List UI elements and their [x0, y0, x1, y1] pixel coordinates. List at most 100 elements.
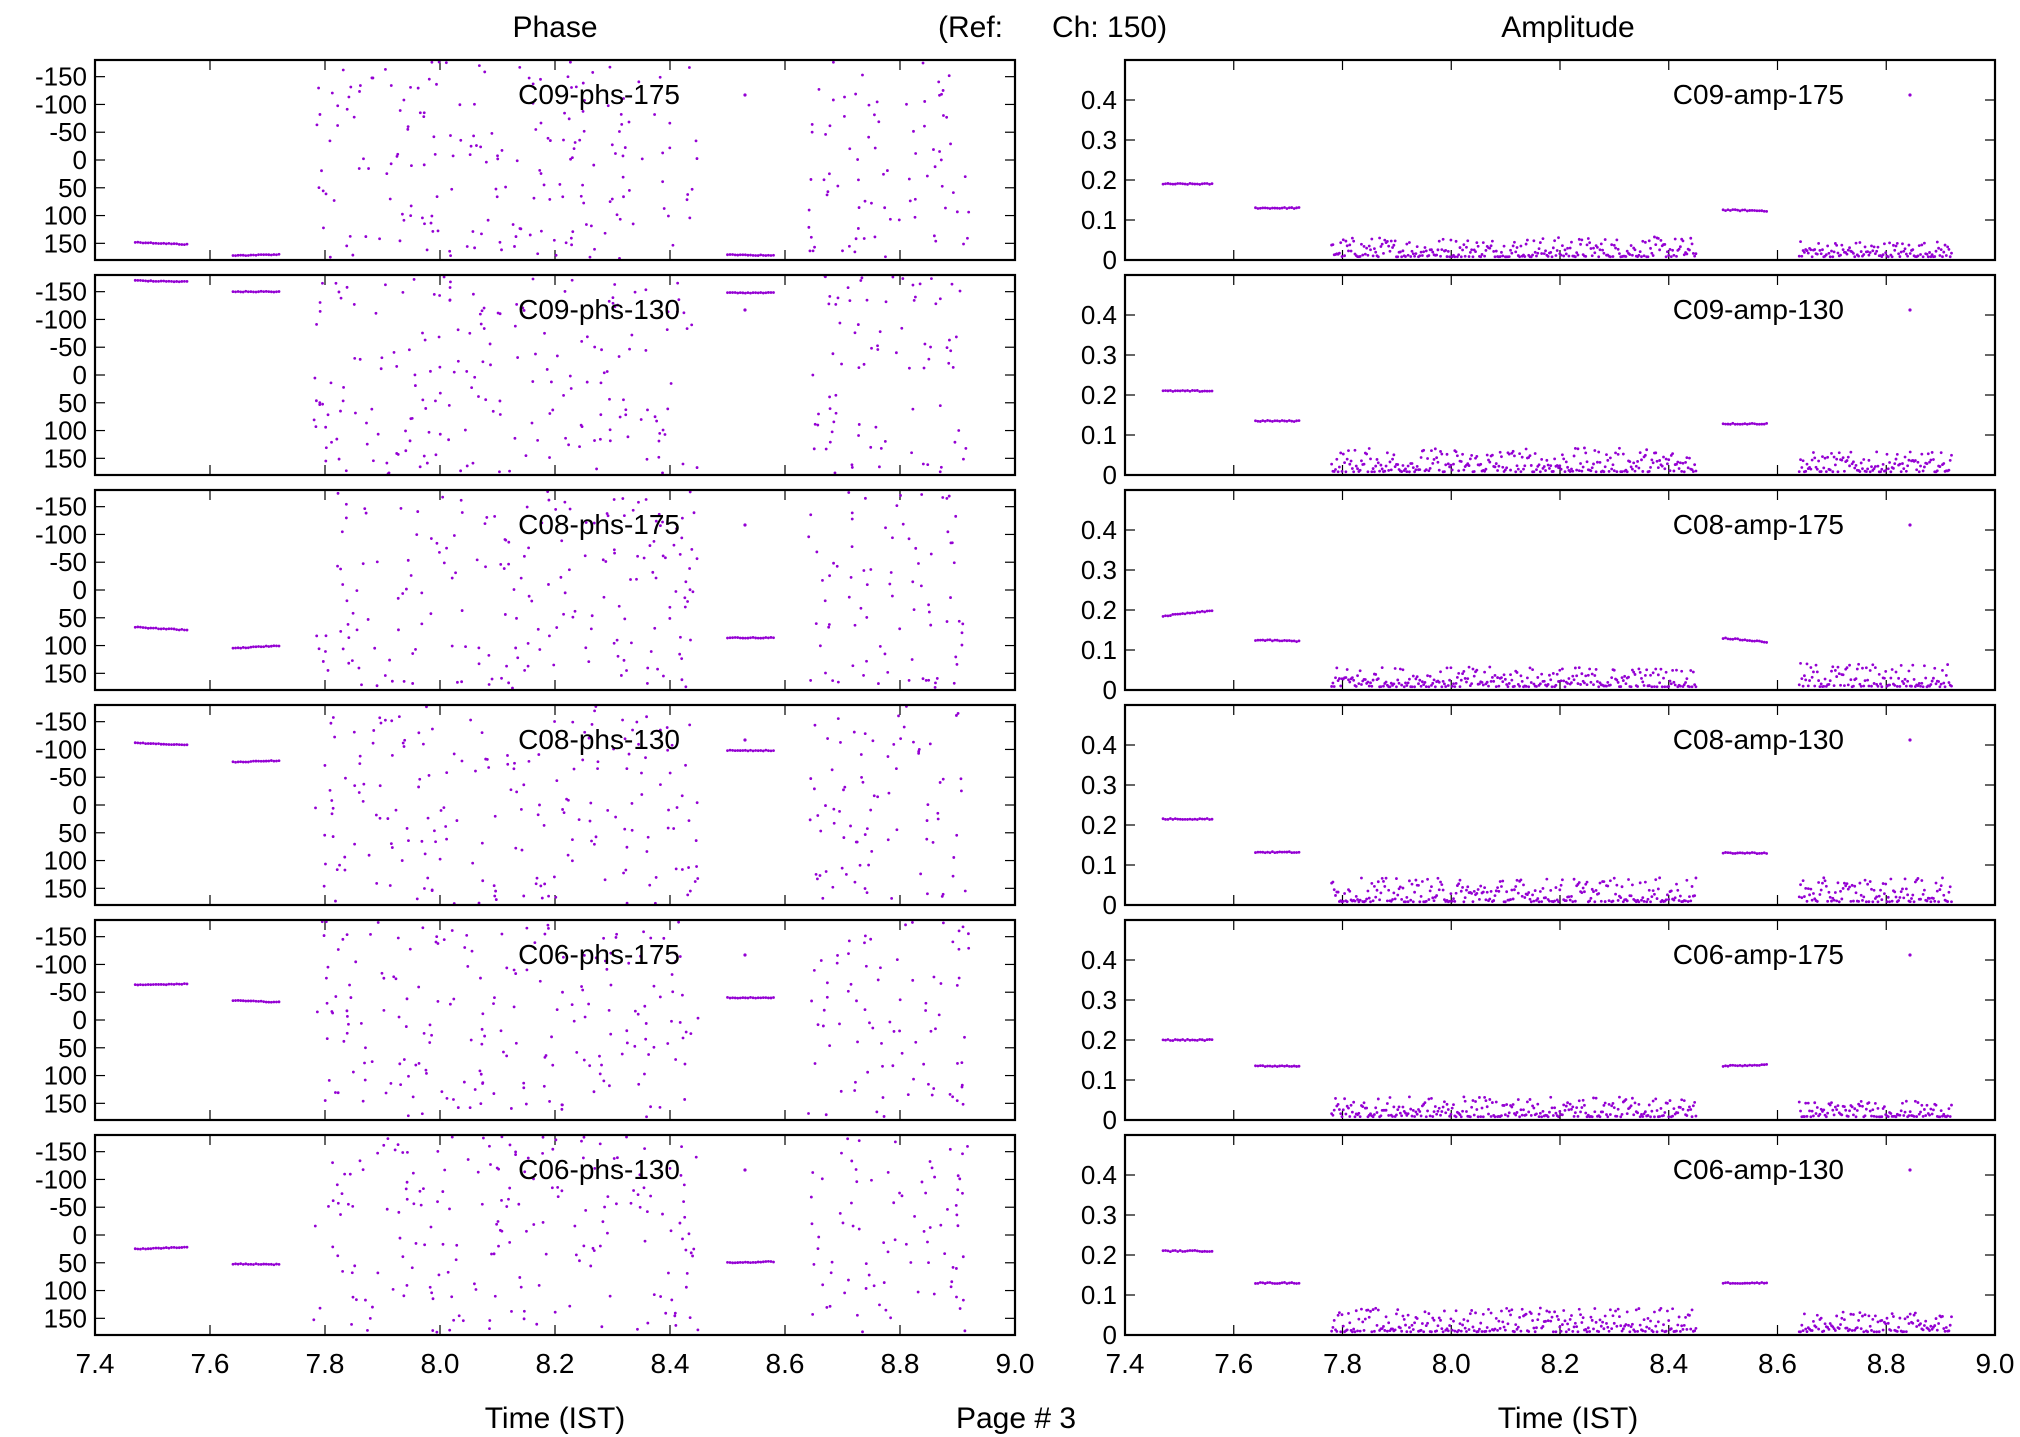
- data-point: [948, 1092, 952, 1096]
- data-point: [1938, 1115, 1942, 1119]
- data-point: [651, 570, 655, 574]
- data-point: [614, 152, 617, 155]
- y-tick-label: 0.3: [1081, 1200, 1117, 1230]
- data-point: [738, 996, 742, 1000]
- data-point: [590, 723, 594, 726]
- data-point: [1663, 243, 1667, 246]
- data-point: [234, 999, 237, 1002]
- data-point: [1638, 671, 1642, 674]
- data-point: [1334, 1097, 1337, 1100]
- data-point: [450, 576, 454, 580]
- data-point: [1757, 851, 1761, 855]
- data-point: [1488, 460, 1492, 464]
- data-point: [626, 435, 630, 439]
- data-point: [504, 538, 508, 542]
- data-point: [964, 446, 968, 450]
- data-point: [510, 1309, 513, 1313]
- data-point: [957, 929, 961, 933]
- data-point: [451, 154, 455, 158]
- y-tick-label: 0.1: [1081, 420, 1117, 450]
- data-point: [1285, 1282, 1289, 1285]
- data-point: [674, 1058, 678, 1061]
- data-point: [855, 1313, 859, 1317]
- data-point: [525, 926, 529, 930]
- data-point: [1424, 1115, 1428, 1119]
- data-point: [733, 291, 737, 294]
- data-point: [1615, 1114, 1619, 1118]
- data-point: [1859, 250, 1863, 253]
- data-point: [899, 494, 902, 497]
- data-point: [956, 1188, 960, 1192]
- data-point: [1404, 900, 1407, 904]
- data-point: [267, 253, 271, 257]
- data-point: [1496, 1328, 1499, 1332]
- data-point: [1894, 457, 1898, 461]
- data-point: [1899, 250, 1903, 254]
- data-point: [886, 755, 890, 758]
- data-point: [1592, 683, 1595, 687]
- data-point: [590, 614, 594, 618]
- data-point: [1536, 1318, 1540, 1322]
- data-point: [1608, 879, 1612, 883]
- data-point: [934, 1027, 937, 1031]
- data-point: [851, 664, 855, 668]
- data-point: [566, 75, 570, 79]
- legend-label: C08-phs-175: [518, 509, 680, 540]
- data-point: [664, 1311, 668, 1315]
- data-point: [548, 139, 552, 142]
- data-point: [583, 99, 586, 102]
- data-point: [404, 1187, 408, 1191]
- data-point: [1344, 239, 1348, 243]
- data-point: [1881, 882, 1885, 885]
- data-point: [632, 1189, 635, 1192]
- data-point: [587, 1002, 591, 1006]
- data-point: [1200, 182, 1204, 186]
- data-point: [1801, 459, 1805, 463]
- data-point: [928, 742, 932, 746]
- data-point: [598, 1142, 602, 1146]
- data-point: [930, 1166, 934, 1170]
- data-point: [607, 1008, 611, 1012]
- data-point: [1588, 667, 1592, 671]
- data-point: [675, 806, 679, 809]
- data-point: [1631, 467, 1634, 471]
- data-point: [1164, 182, 1167, 186]
- data-point: [1745, 209, 1749, 213]
- data-point: [1572, 877, 1576, 881]
- data-point: [537, 753, 541, 756]
- data-point: [1680, 1098, 1684, 1102]
- data-point: [1682, 1099, 1686, 1102]
- data-point: [1741, 1064, 1744, 1068]
- data-point: [1290, 419, 1294, 423]
- data-point: [945, 115, 949, 119]
- data-point: [1858, 470, 1862, 473]
- data-point: [1357, 682, 1361, 685]
- data-point: [254, 253, 258, 257]
- data-point: [667, 808, 670, 812]
- data-point: [1815, 1106, 1819, 1109]
- data-point: [1573, 447, 1577, 450]
- data-point: [437, 60, 441, 64]
- data-point: [348, 234, 352, 238]
- data-point: [1848, 1109, 1851, 1113]
- data-point: [1611, 1101, 1615, 1105]
- data-point: [1439, 450, 1442, 453]
- data-point: [358, 754, 362, 758]
- data-point: [449, 254, 452, 258]
- data-point: [423, 338, 427, 342]
- data-point: [741, 636, 745, 640]
- data-point: [1593, 900, 1597, 904]
- data-point: [1431, 250, 1435, 254]
- data-point: [1278, 1064, 1282, 1068]
- data-point: [1380, 876, 1384, 880]
- data-point: [1832, 684, 1836, 688]
- data-point: [1263, 419, 1267, 423]
- data-point: [644, 288, 648, 292]
- data-point: [392, 350, 396, 354]
- data-point: [241, 1262, 245, 1266]
- data-point: [1171, 389, 1175, 393]
- data-point: [1535, 685, 1538, 688]
- data-point: [952, 856, 956, 859]
- data-point: [1186, 389, 1189, 392]
- data-point: [560, 539, 564, 543]
